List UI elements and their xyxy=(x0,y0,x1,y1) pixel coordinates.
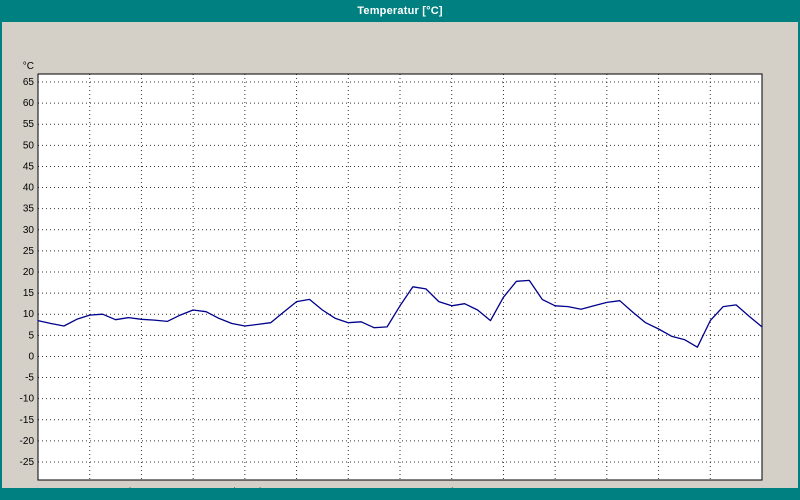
y-tick-label: 40 xyxy=(23,183,35,194)
x-day-label: Dienstag xyxy=(122,487,161,488)
x-day-label: Sonntag xyxy=(640,487,677,488)
y-tick-label: 60 xyxy=(23,98,35,109)
y-tick-label: -20 xyxy=(20,436,35,447)
title-bar: Temperatur [°C] xyxy=(0,0,800,22)
y-tick-label: 15 xyxy=(23,288,35,299)
bottom-bar xyxy=(0,488,800,500)
y-tick-label: 0 xyxy=(28,351,34,362)
x-day-label: Freitag xyxy=(436,487,467,488)
y-tick-label: -5 xyxy=(25,373,34,384)
y-tick-label: 10 xyxy=(23,309,35,320)
y-tick-label: 65 xyxy=(23,77,35,88)
y-tick-label: 25 xyxy=(23,246,35,257)
temperature-chart: 65605550454035302520151050-5-10-15-20-25… xyxy=(20,61,763,488)
y-grid xyxy=(38,81,762,463)
y-tick-label: -25 xyxy=(20,457,35,468)
plot-area xyxy=(38,74,762,480)
x-day-label: Samstag xyxy=(535,487,574,488)
x-day-label: Donnerstag xyxy=(322,487,374,488)
plot-border xyxy=(37,73,763,481)
y-tick-label: 5 xyxy=(28,330,34,341)
y-tick-label: 30 xyxy=(23,225,35,236)
y-tick-label: 35 xyxy=(23,204,35,215)
y-axis-unit-label: °C xyxy=(23,61,34,72)
y-tick-label: 55 xyxy=(23,119,35,130)
x-day-label: Montag xyxy=(21,487,54,488)
chart-panel: 65 60 55 50 45 40 35 30 25 20 15 10 5 0 -5 -10 -15 -20 -25… xyxy=(2,22,798,488)
y-tick-label: 20 xyxy=(23,267,35,278)
temperature-line xyxy=(37,279,763,348)
y-tick-label: -10 xyxy=(20,394,35,405)
y-tick-label: -15 xyxy=(20,415,35,426)
x-day-label: Mittwoch xyxy=(225,487,264,488)
window-title: Temperatur [°C] xyxy=(357,5,443,17)
y-tick-label: 45 xyxy=(23,161,35,172)
y-tick-label: 50 xyxy=(23,140,35,151)
